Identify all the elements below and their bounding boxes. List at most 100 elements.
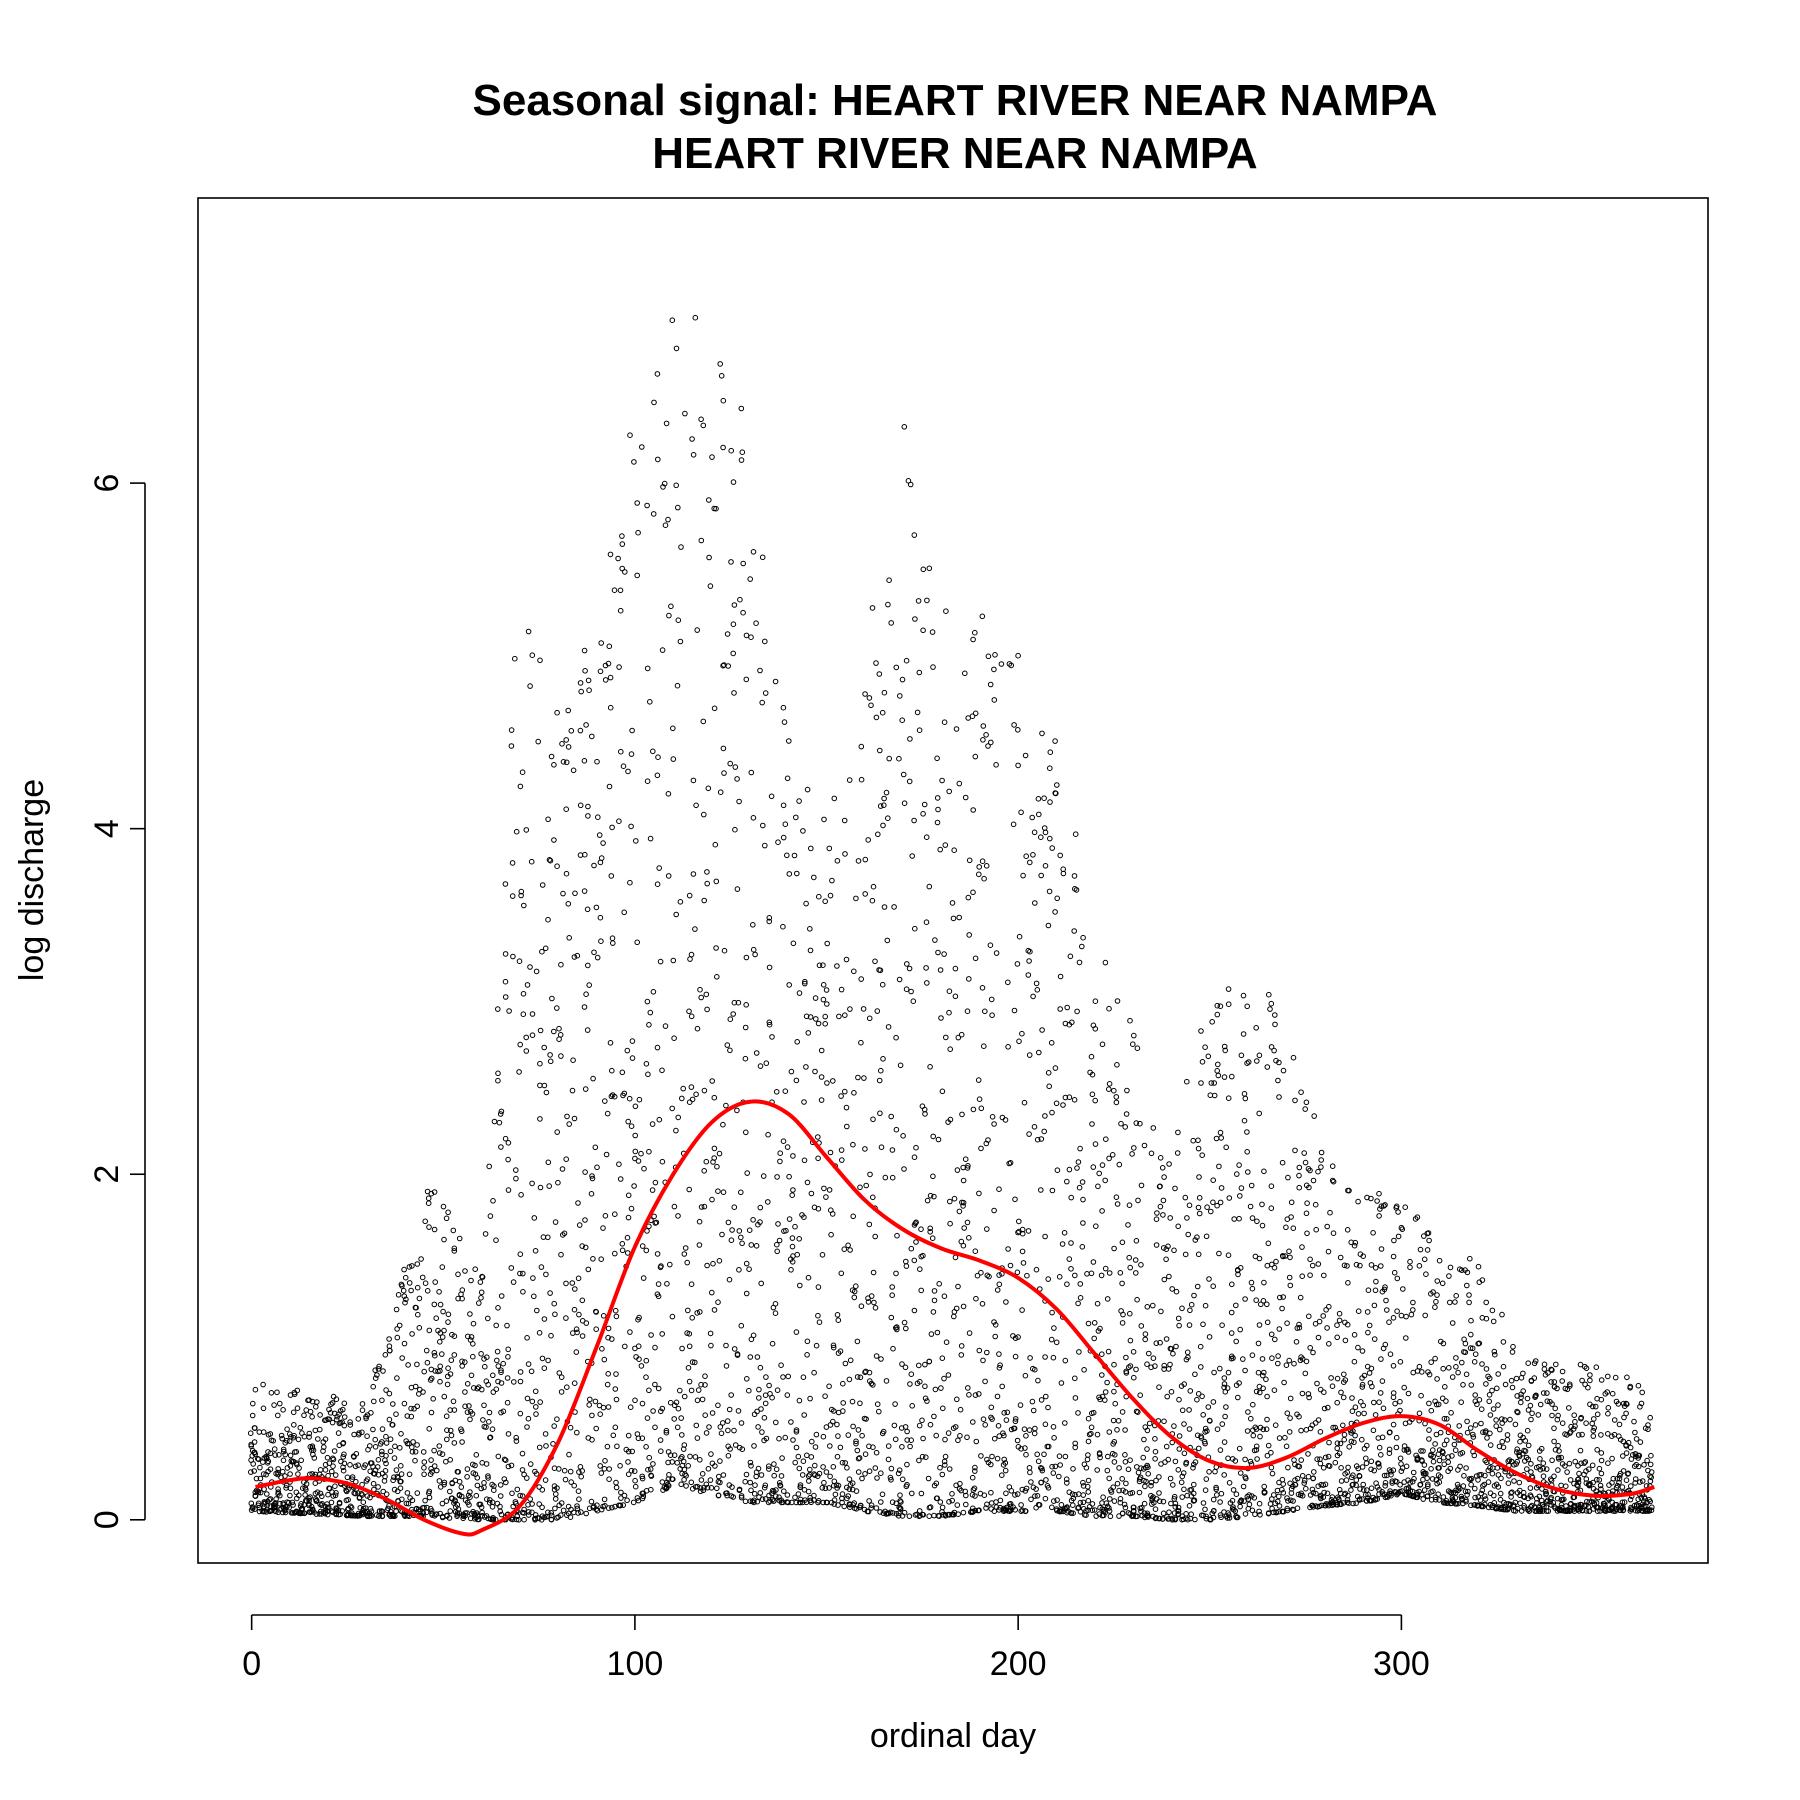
scatter-point [609,1067,615,1074]
scatter-point [1194,1234,1200,1240]
scatter-point [1122,1427,1128,1433]
scatter-point [643,1444,649,1450]
scatter-point [458,1493,465,1500]
scatter-point [916,1422,923,1429]
scatter-point [565,901,572,907]
scatter-point [560,759,567,765]
scatter-point [609,1336,615,1342]
scatter-point [923,919,930,926]
scatter-point [1397,1482,1403,1488]
scatter-point [575,1510,581,1516]
scatter-point [1092,1141,1099,1147]
scatter-point [459,1287,466,1293]
scatter-point [1551,1473,1557,1480]
scatter-point [823,987,830,993]
scatter-point [924,1197,931,1204]
scatter-point [447,1371,454,1377]
scatter-point [1248,1415,1254,1422]
scatter-point [1106,1475,1112,1482]
scatter-point [920,811,926,817]
scatter-point [927,1421,934,1428]
scatter-point [1109,1152,1116,1158]
scatter-point [920,566,927,573]
scatter-point [1348,1474,1355,1481]
scatter-point [1575,1483,1581,1489]
scatter-point [613,1371,619,1377]
scatter-point [462,1389,468,1395]
scatter-point [711,1094,718,1101]
scatter-point [1236,1380,1242,1386]
scatter-point [673,1399,680,1406]
scatter-point [830,1342,837,1349]
scatter-point [437,1339,443,1345]
scatter-point [1199,1059,1206,1065]
scatter-point [1238,1497,1244,1503]
scatter-point [335,1430,342,1436]
scatter-point [1130,1507,1137,1514]
scatter-point [1032,900,1038,906]
scatter-point [1382,1483,1388,1489]
scatter-point [1324,1325,1330,1331]
scatter-point [935,806,941,813]
scatter-point [654,1291,661,1297]
scatter-point [1223,1404,1229,1410]
scatter-point [1435,1465,1441,1471]
scatter-point [1332,1424,1338,1431]
scatter-point [972,955,979,962]
scatter-point [728,1237,735,1243]
scatter-point [502,1135,509,1142]
scatter-point [1445,1459,1451,1465]
scatter-point [980,1416,987,1422]
scatter-point [1424,1493,1430,1500]
scatter-point [650,989,657,995]
scatter-point [398,1471,405,1477]
scatter-point [1291,1360,1297,1367]
scatter-point [622,569,628,575]
scatter-point [874,1401,881,1407]
scatter-point [827,1443,833,1449]
scatter-point [1107,1513,1114,1520]
scatter-point [582,1244,589,1251]
scatter-point [1148,1150,1155,1157]
scatter-point [1436,1457,1443,1464]
scatter-point [1471,1452,1478,1459]
scatter-point [949,1497,956,1504]
scatter-point [650,1461,656,1467]
scatter-point [1589,1420,1595,1427]
scatter-point [381,1478,388,1484]
scatter-point [927,1229,934,1235]
scatter-point [1403,1335,1409,1341]
scatter-point [855,1074,861,1081]
scatter-point [593,1425,600,1432]
scatter-point [1226,1480,1233,1486]
scatter-point [1283,1224,1289,1231]
scatter-point [946,788,953,795]
scatter-point [902,1364,909,1371]
scatter-point [1247,1203,1254,1210]
scatter-point [719,1231,725,1238]
scatter-point [1089,1091,1096,1098]
scatter-point [1264,1393,1270,1400]
scatter-point [955,1437,961,1444]
scatter-point [517,1492,523,1499]
scatter-point [758,1280,765,1287]
scatter-point [390,1401,396,1407]
scatter-point [942,842,949,848]
scatter-point [1011,1007,1018,1014]
scatter-point [870,1116,876,1123]
scatter-point [1179,1494,1185,1500]
scatter-point [903,1483,910,1490]
scatter-point [821,816,827,823]
scatter-point [679,1095,685,1102]
scatter-point [904,1428,910,1435]
scatter-point [1245,1169,1251,1175]
scatter-point [394,1488,401,1495]
scatter-point [1072,1375,1078,1382]
scatter-point [988,996,995,1003]
scatter-point [884,937,891,944]
scatter-point [1390,1390,1397,1396]
scatter-point [1079,1244,1086,1250]
scatter-point [1284,1505,1290,1512]
scatter-point [1014,1437,1021,1444]
scatter-point [900,1133,906,1139]
